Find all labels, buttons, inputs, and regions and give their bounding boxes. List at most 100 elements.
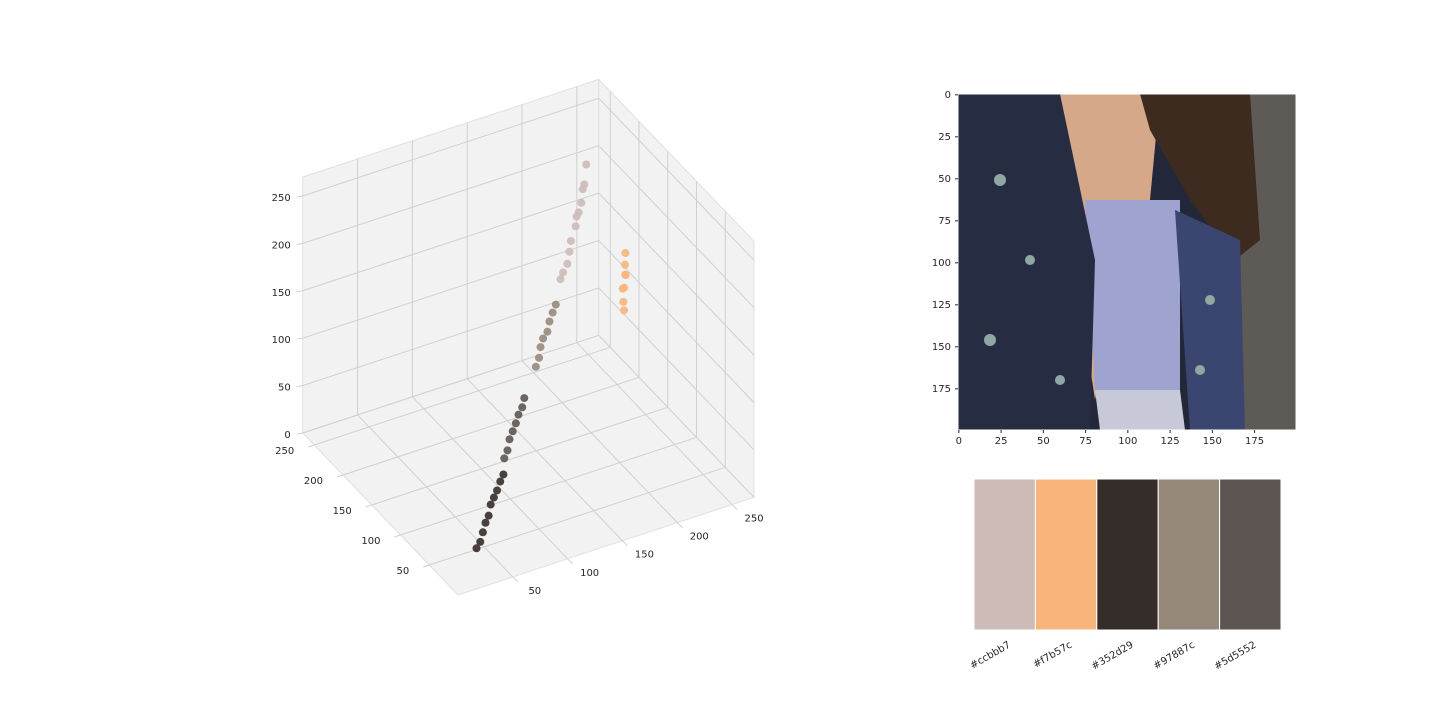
y-tick-label: 125 [932, 300, 951, 311]
photo-pattern [994, 174, 1006, 186]
point [476, 537, 485, 546]
palette: #ccbbb7 #f7b57c #352d29 #97887c #5d5552 [968, 478, 1282, 673]
grid-line [598, 287, 755, 451]
grid-line [371, 406, 668, 506]
y-tick-label: 150 [333, 506, 352, 517]
swatch [1034, 478, 1098, 631]
x-tick-label: 150 [1203, 436, 1222, 447]
point [559, 268, 568, 277]
swatch-label: #f7b57c [1031, 640, 1074, 671]
y-tick-label: 50 [397, 566, 410, 577]
grid-line [598, 97, 755, 261]
point [496, 477, 505, 486]
x-tick-label: 125 [1161, 436, 1180, 447]
point [551, 300, 560, 309]
point [620, 306, 629, 315]
image-axes: 0 25 50 75 100 125 150 175 0 25 50 75 100 125 150 175 [932, 90, 1297, 447]
swatch [1096, 478, 1159, 631]
point [563, 259, 572, 268]
x-tick-label: 175 [1245, 436, 1264, 447]
image-frame [957, 93, 1297, 431]
x-tick [731, 504, 738, 510]
z-tick [296, 432, 303, 435]
y-tick-label: 50 [938, 174, 951, 185]
photo-pattern [1195, 365, 1205, 375]
point [539, 334, 548, 343]
y-tick-label: 200 [304, 476, 323, 487]
point [548, 308, 557, 317]
grid-line [302, 287, 599, 387]
grid-line [302, 97, 599, 197]
y-tick [308, 444, 315, 448]
y-tick-label: 25 [938, 132, 951, 143]
point [511, 419, 520, 428]
grid-line [598, 192, 755, 356]
y-tick [394, 534, 401, 538]
z-tick [296, 242, 303, 245]
point [520, 394, 529, 403]
z-tick-label: 0 [284, 430, 290, 441]
point [536, 343, 545, 352]
point [500, 454, 509, 463]
x-tick [567, 558, 573, 565]
x-tick-label: 100 [580, 568, 599, 579]
z-tick-label: 150 [272, 288, 291, 299]
x-tick [676, 522, 683, 528]
y-tick [365, 504, 372, 508]
point [484, 511, 493, 520]
point [572, 212, 581, 221]
z-tick [296, 195, 303, 198]
z-tick-label: 250 [272, 193, 291, 204]
photo-pattern [984, 334, 996, 346]
y-tick [423, 564, 430, 568]
grid-line [598, 145, 755, 309]
point [618, 284, 627, 293]
point [486, 500, 495, 509]
z-tick-label: 50 [278, 383, 291, 394]
grid-line [357, 414, 514, 578]
x-tick [622, 540, 628, 547]
z-tick-label: 200 [272, 240, 291, 251]
swatch-label: #ccbbb7 [968, 640, 1012, 672]
grid-line [576, 342, 733, 505]
x-tick-label: 100 [1118, 436, 1137, 447]
grid-line [521, 360, 678, 523]
point [499, 470, 508, 479]
point [505, 435, 514, 444]
z-tick [296, 290, 303, 293]
z-tick [296, 337, 303, 340]
x-tick-label: 0 [956, 436, 962, 447]
grid-line [302, 145, 599, 244]
x-tick-label: 25 [995, 436, 1008, 447]
point [571, 222, 580, 231]
grid-line [302, 192, 599, 292]
y-tick-label: 75 [938, 216, 951, 227]
point [566, 236, 575, 245]
swatch-label: #5d5552 [1212, 640, 1258, 673]
x-tick-label: 50 [1037, 436, 1050, 447]
grid-line [412, 396, 568, 560]
scatter3d-axes: 50 100 150 200 250 50 100 150 200 250 0 50 100 150 200… [272, 78, 764, 597]
point [543, 327, 552, 336]
photo-pattern [1055, 375, 1065, 385]
grid-line [342, 376, 640, 476]
x-tick-label: 75 [1079, 436, 1092, 447]
photo-pattern [1205, 295, 1215, 305]
photo [958, 94, 1296, 430]
y-tick-label: 175 [932, 384, 951, 395]
x-tick [512, 576, 519, 583]
point [556, 275, 565, 284]
photo-top [1085, 200, 1180, 390]
point [514, 410, 523, 419]
point [582, 160, 591, 169]
point [621, 249, 630, 258]
photo-hair [1140, 94, 1260, 260]
point [621, 270, 630, 279]
swatch [973, 478, 1036, 631]
grid-line [466, 378, 623, 542]
photo-jacket-right [1175, 210, 1245, 430]
grid-line [400, 436, 697, 536]
point [518, 403, 527, 412]
swatch-label: #352d29 [1090, 640, 1136, 673]
y-tick-label: 100 [932, 258, 951, 269]
